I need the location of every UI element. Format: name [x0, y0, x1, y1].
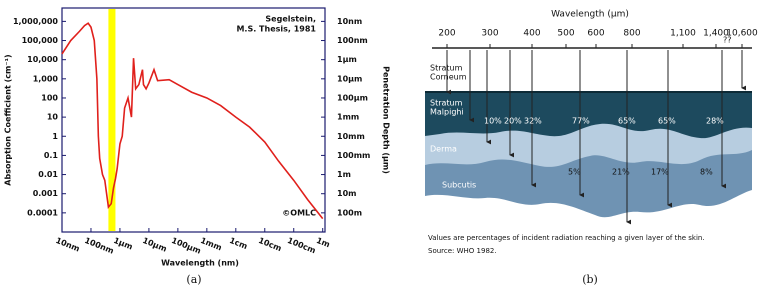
layer-label: Subcutis — [442, 181, 476, 190]
y2-tick-label: 10nm — [337, 17, 362, 26]
x-axis-title: Wavelength (nm) — [161, 259, 239, 268]
scale-label: 800 — [623, 29, 640, 39]
caption: (a) — [186, 273, 201, 286]
caption: (b) — [582, 273, 598, 286]
shaded-range — [108, 9, 116, 231]
y2-axis-title: Penetration Depth (µm) — [382, 66, 391, 174]
y-axis-title: Absorption Coefficient (cm⁻¹) — [4, 54, 13, 185]
x-tick-label: 1m — [315, 236, 331, 250]
y-tick-label: 1 — [52, 132, 58, 141]
scale-label: 300 — [481, 29, 498, 39]
note: Values are percentages of incident radia… — [428, 234, 705, 242]
plot-frame — [61, 7, 326, 233]
chart-a: Segelstein, M.S. Thesis, 1981 ©OMLC Abso… — [4, 7, 391, 286]
percent-label: 32% — [524, 117, 542, 126]
scale-label: 10,600 — [726, 29, 758, 39]
malpighi-layer — [425, 92, 752, 139]
y2-tick-label: 10µm — [337, 74, 362, 83]
y2-tick-label: 100m — [337, 208, 362, 217]
y2-tick-label: 10mm — [337, 132, 365, 141]
y2-tick-label: 100mm — [337, 151, 370, 160]
scale-label: 1,100 — [670, 29, 696, 39]
y-tick-label: 10 — [47, 113, 59, 122]
y-tick-label: 1,000,000 — [13, 17, 58, 26]
percent-label: 21% — [612, 168, 630, 177]
x-tick-label: 10µm — [141, 236, 168, 254]
arrows — [446, 50, 747, 225]
absorption-line — [61, 22, 324, 220]
x-tick-label: 100cm — [286, 236, 317, 256]
layer-label: Stratum — [430, 99, 463, 108]
y2-tick-label: 1m — [337, 170, 351, 179]
y-tick-label: 10,000 — [27, 55, 58, 64]
scale-label: 500 — [557, 29, 574, 39]
annotation: ©OMLC — [282, 209, 316, 218]
x-tick-label: 100µm — [170, 236, 202, 256]
y2-tick-label: 100nm — [337, 36, 368, 45]
scale-label: 1,400 — [703, 29, 729, 39]
y-tick-label: 0.001 — [33, 189, 59, 198]
subcutis-layer — [425, 150, 752, 218]
y2-tick-label: 1µm — [337, 55, 357, 64]
annotation: M.S. Thesis, 1981 — [236, 25, 316, 34]
percent-label: 65% — [618, 117, 636, 126]
y-tick-label: 0.01 — [38, 170, 58, 179]
percent-label: 17% — [651, 168, 669, 177]
percent-label: 20% — [504, 117, 522, 126]
x-tick-label: 1µm — [112, 236, 134, 252]
x-tick-label: 1mm — [199, 236, 223, 253]
percent-label: 65% — [658, 117, 676, 126]
x-tick-label: 10cm — [257, 236, 283, 253]
y-tick-label: 1,000 — [33, 74, 59, 83]
percent-label: 8% — [700, 168, 713, 177]
layer-label: Corneum — [430, 73, 467, 82]
annotation: Segelstein, — [265, 15, 316, 24]
y-tick-label: 0.1 — [44, 151, 59, 160]
percent-label: 28% — [706, 117, 724, 126]
y-tick-label: 100,000 — [22, 36, 59, 45]
percent-label: 5% — [568, 168, 581, 177]
diagram-b: Wavelength (µm) Stratum Corneum Stratum … — [425, 10, 758, 286]
layer-label: Malpighi — [430, 108, 464, 117]
note: Source: WHO 1982. — [428, 247, 497, 255]
scale-label: 200 — [438, 29, 455, 39]
diagram-title: Wavelength (µm) — [551, 10, 629, 20]
percent-label: 10% — [484, 117, 502, 126]
x-tick-label: 1cm — [228, 236, 249, 251]
scale-label: 600 — [587, 29, 604, 39]
layer-label: Derma — [430, 145, 457, 154]
y-tick-label: 0.0001 — [27, 208, 58, 217]
x-tick-label: 100nm — [83, 236, 115, 256]
y-tick-label: 100 — [41, 93, 58, 102]
scale-label: 400 — [523, 29, 540, 39]
y2-tick-label: 100µm — [337, 93, 368, 102]
break-mark: ?? — [723, 36, 732, 45]
y2-tick-label: 10m — [337, 189, 356, 198]
layer-label: Stratum — [430, 64, 463, 73]
x-tick-label: 10nm — [54, 236, 81, 254]
percent-label: 77% — [572, 117, 590, 126]
derma-layer — [425, 120, 752, 167]
y2-tick-label: 1mm — [337, 113, 359, 122]
